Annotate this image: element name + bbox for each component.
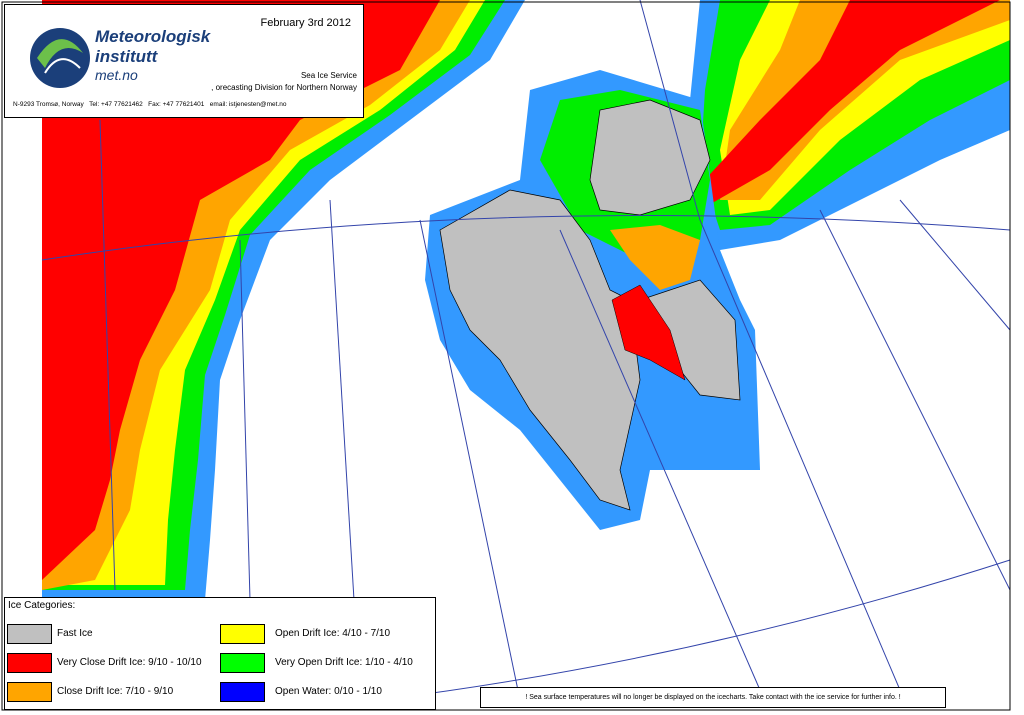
fast-ice-spitsbergen xyxy=(439,189,641,511)
org-line2: institutt xyxy=(95,47,158,66)
legend-swatch xyxy=(220,682,265,702)
legend-swatch xyxy=(220,653,265,673)
meridian xyxy=(639,0,701,221)
meridian xyxy=(699,219,901,691)
legend-label: Open Water: 0/10 - 1/10 xyxy=(275,686,382,697)
close-drift-ice-hinlopen xyxy=(610,225,700,290)
meridian xyxy=(819,209,1011,591)
legend-label: Fast Ice xyxy=(57,628,93,639)
notice: ! Sea surface temperatures will no longe… xyxy=(480,687,946,708)
latitude-line xyxy=(41,214,1011,261)
meridian xyxy=(99,119,116,591)
close-drift-ice-ne xyxy=(720,0,1010,200)
very-close-ice-ne xyxy=(605,0,1000,230)
legend-swatch xyxy=(7,624,52,644)
frame xyxy=(1,1,1011,711)
legend-swatch xyxy=(7,682,52,702)
legend: Ice Categories: Fast Ice Very Close Drift… xyxy=(4,597,436,710)
logo xyxy=(30,28,90,88)
very-close-ice-storfjorden xyxy=(611,284,686,381)
very-close-ice-west xyxy=(42,0,440,580)
date: February 3rd 2012 xyxy=(260,17,352,29)
legend-swatch xyxy=(7,653,52,673)
legend-swatch xyxy=(220,624,265,644)
contact: N-9293 Tromsø, Norway Tel: +47 77621462 … xyxy=(13,101,287,108)
legend-label: Open Drift Ice: 4/10 - 7/10 xyxy=(275,628,391,639)
division: , orecasting Division for Northern Norwa… xyxy=(211,83,357,92)
meridian xyxy=(899,199,1011,331)
service: Sea Ice Service xyxy=(300,71,357,80)
meridian xyxy=(419,219,521,701)
org-line1: Meteorologisk xyxy=(95,27,211,46)
header: Meteorologisk institutt met.no February … xyxy=(4,4,364,118)
site: met.no xyxy=(95,67,138,83)
legend-label: Very Close Drift Ice: 9/10 - 10/10 xyxy=(57,657,202,668)
legend-label: Very Open Drift Ice: 1/10 - 4/10 xyxy=(275,657,413,668)
meridian xyxy=(239,239,251,601)
meridian xyxy=(559,229,761,691)
legend-title: Ice Categories: xyxy=(8,600,76,611)
latitude-line xyxy=(379,559,1011,701)
fast-ice-nordaustlandet xyxy=(589,99,711,216)
legend-label: Close Drift Ice: 7/10 - 9/10 xyxy=(57,686,174,697)
